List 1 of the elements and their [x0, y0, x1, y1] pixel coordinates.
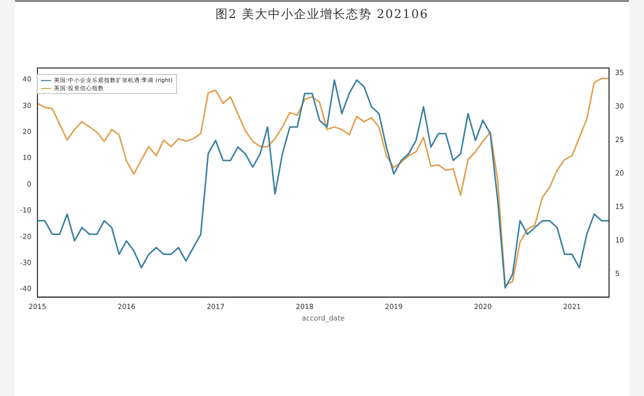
chart-title: 图2 美大中小企业增长态势 202106 [214, 6, 430, 23]
